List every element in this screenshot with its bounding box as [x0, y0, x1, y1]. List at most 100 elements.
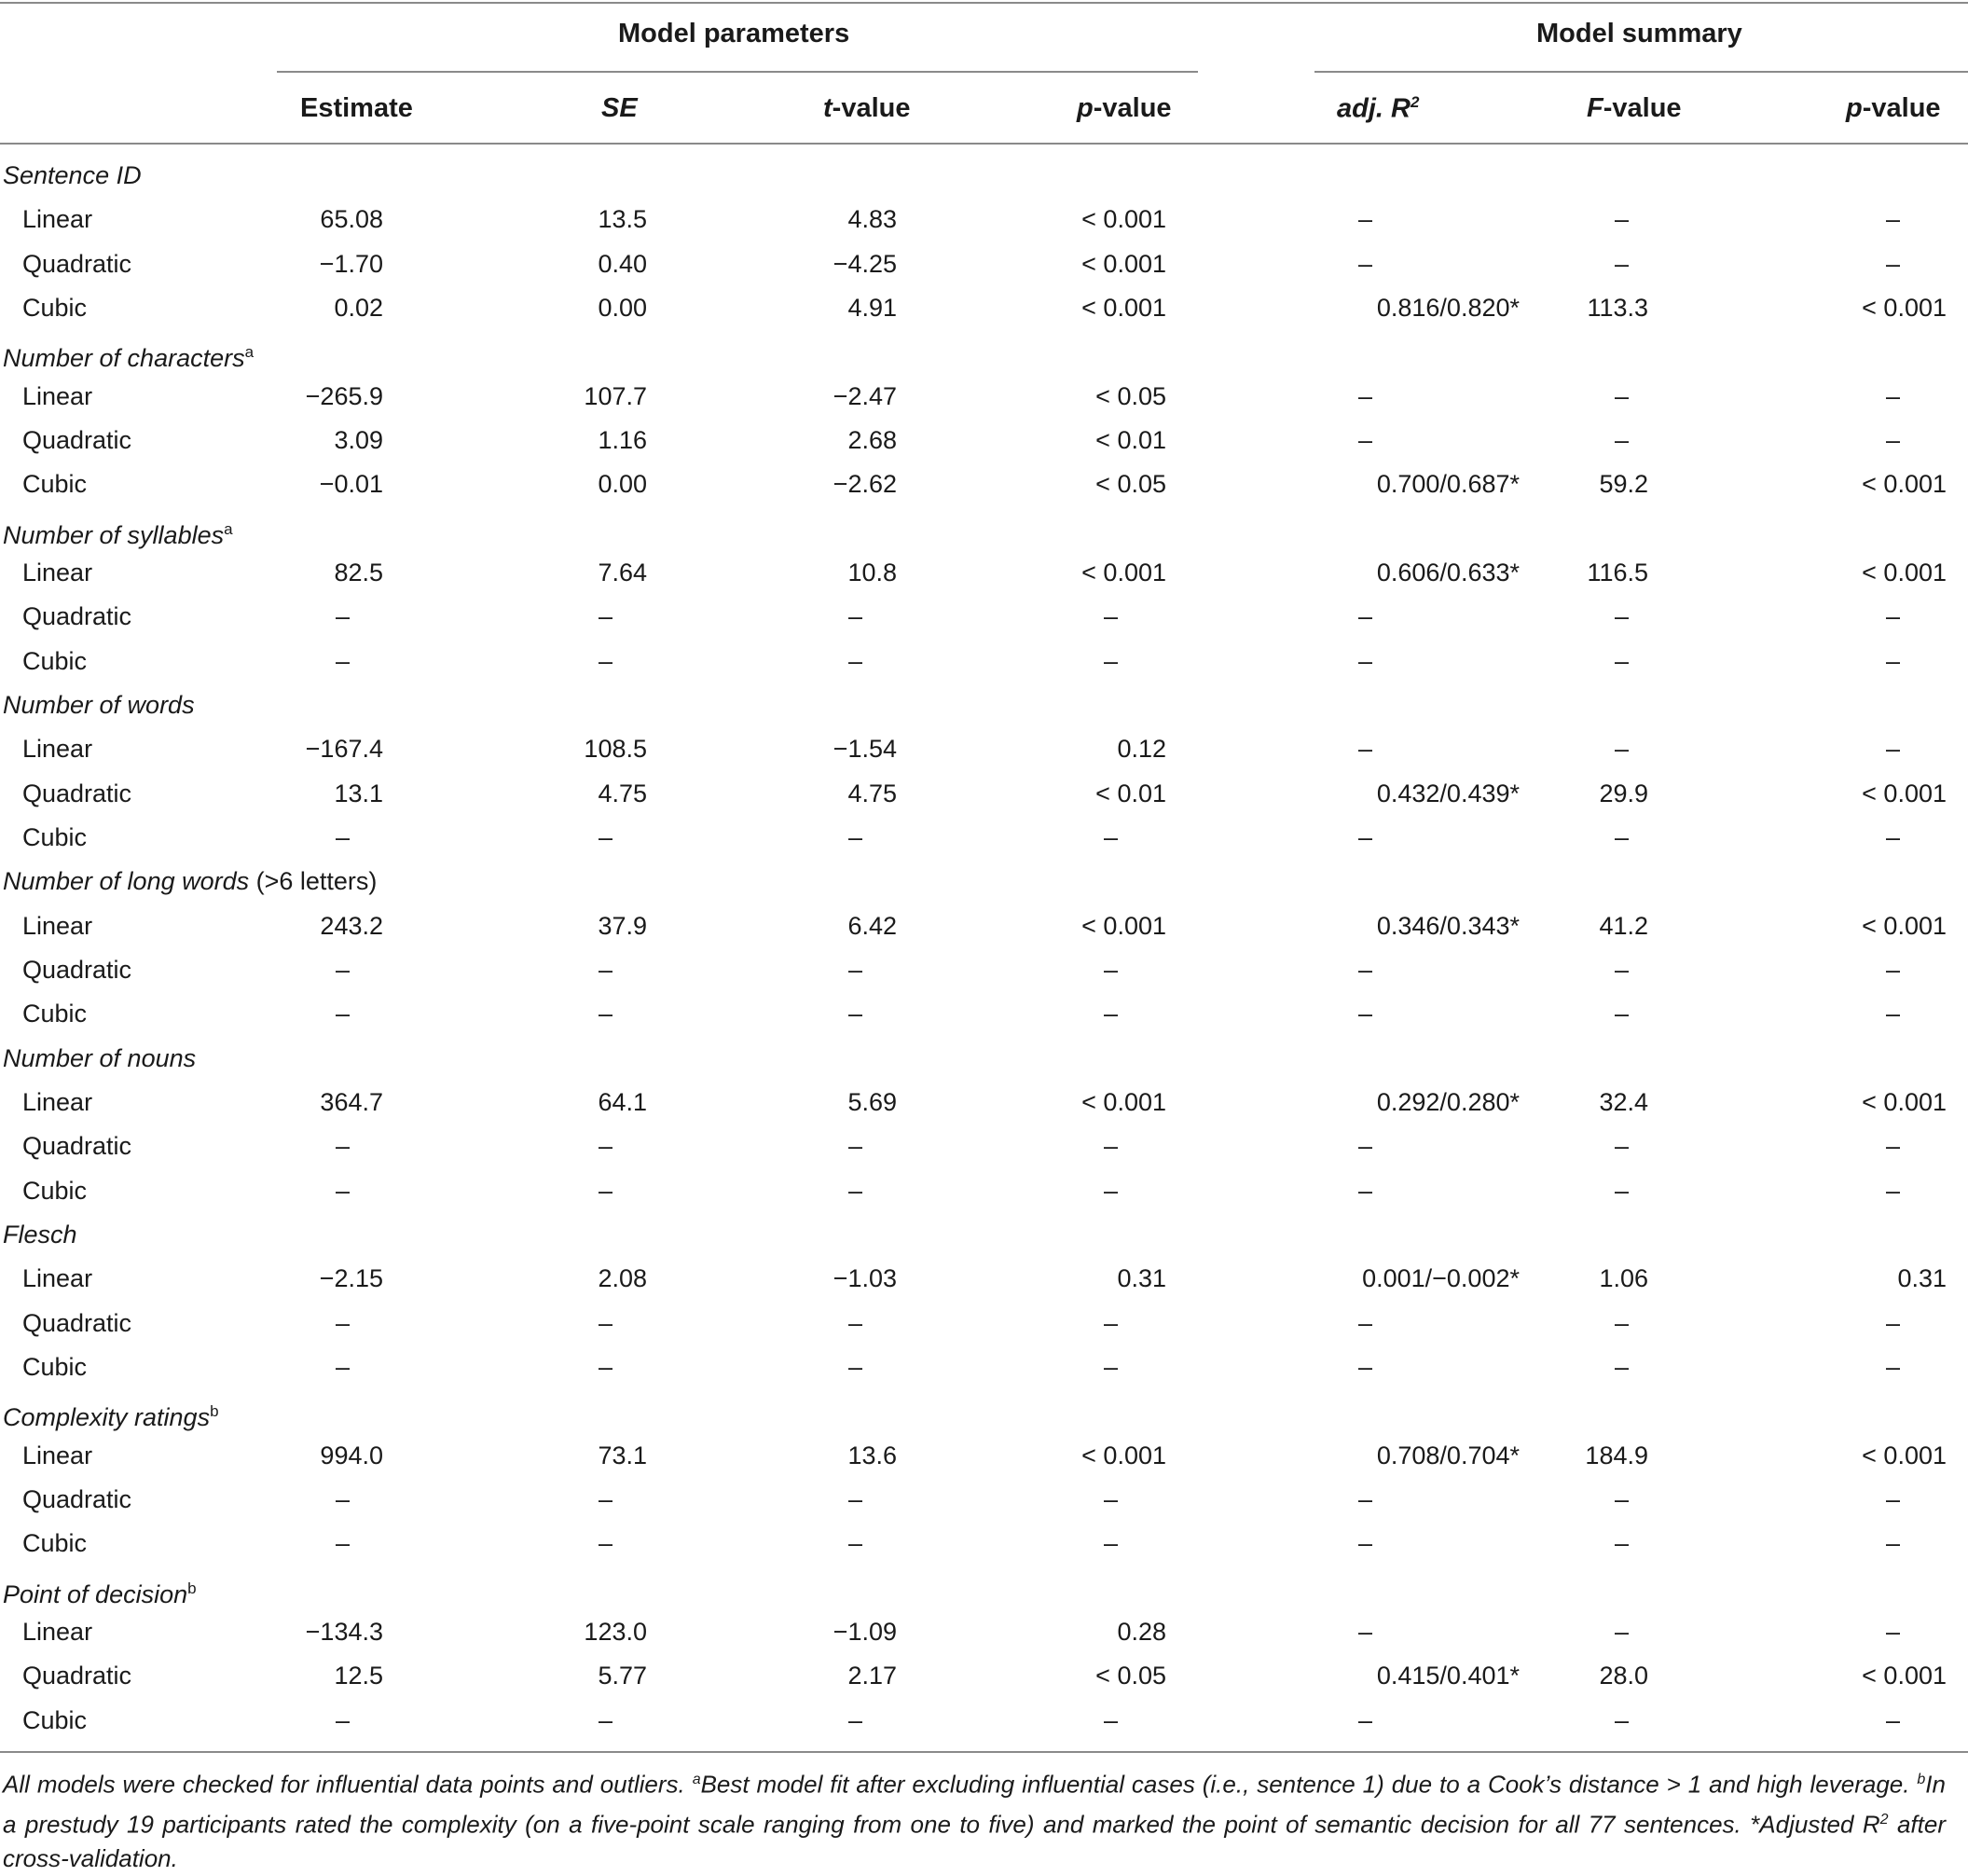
- p2-cell: –: [1886, 955, 1901, 984]
- se-cell: 73.1: [598, 1441, 647, 1469]
- p-cell: < 0.01: [1095, 779, 1166, 807]
- se-cell: –: [599, 1308, 613, 1337]
- f-cell: 59.2: [1599, 470, 1648, 499]
- t-cell: –: [848, 1176, 863, 1205]
- r2-cell: 0.346/0.343*: [1376, 911, 1520, 940]
- t-cell: 2.68: [847, 425, 897, 454]
- r2-cell: –: [1358, 1705, 1373, 1734]
- section-label: Number of long words (>6 letters): [3, 860, 377, 904]
- t-cell: 2.17: [847, 1662, 897, 1690]
- se-cell: –: [599, 602, 613, 631]
- se-cell: 13.5: [598, 205, 647, 234]
- p2-cell: < 0.001: [1862, 779, 1947, 807]
- table-row: Cubic – – – – – – –: [0, 640, 1968, 683]
- f-cell: –: [1615, 822, 1630, 851]
- p-cell: –: [1104, 1308, 1119, 1337]
- table-row: Quadratic – – – – – – –: [0, 948, 1968, 992]
- section-header-row: Complexity ratingsb: [0, 1389, 1968, 1433]
- r2-cell: 0.432/0.439*: [1376, 779, 1520, 807]
- estimate-cell: –: [336, 1000, 351, 1028]
- r2-cell: –: [1358, 735, 1373, 764]
- model-parameters-rule: [277, 71, 1198, 73]
- group-header-model-parameters: Model parameters: [618, 19, 850, 48]
- p-cell: < 0.01: [1095, 425, 1166, 454]
- f-cell: –: [1615, 735, 1630, 764]
- se-cell: 1.16: [598, 425, 647, 454]
- p2-cell: –: [1886, 602, 1901, 631]
- r2-cell: 0.292/0.280*: [1376, 1087, 1520, 1116]
- se-cell: 2.08: [598, 1264, 647, 1293]
- term-cell: Linear: [22, 205, 93, 234]
- se-cell: 0.00: [598, 470, 647, 499]
- r2-cell: –: [1358, 955, 1373, 984]
- term-cell: Linear: [22, 558, 93, 586]
- table-row: Cubic −0.01 0.00 −2.62 < 0.05 0.700/0.687* 59.…: [0, 462, 1968, 506]
- p2-cell: 0.31: [1897, 1264, 1947, 1293]
- column-header-se: SE: [601, 93, 638, 123]
- section-label-footnote-marker: a: [244, 343, 255, 362]
- table-row: Linear 65.08 13.5 4.83 < 0.001 – – –: [0, 198, 1968, 241]
- section-header-row: Number of words: [0, 683, 1968, 727]
- p2-cell: < 0.001: [1862, 470, 1947, 499]
- estimate-cell: –: [336, 822, 351, 851]
- section-label: Number of charactersa: [3, 330, 254, 380]
- table-row: Quadratic – – – – – – –: [0, 1124, 1968, 1168]
- se-cell: 37.9: [598, 911, 647, 940]
- column-header-estimate: Estimate: [300, 93, 413, 123]
- section-label-text: Sentence ID: [3, 161, 142, 189]
- estimate-cell: 12.5: [334, 1662, 383, 1690]
- estimate-cell: –: [336, 1705, 351, 1734]
- p2-cell: –: [1886, 1617, 1901, 1646]
- t-cell: −4.25: [833, 249, 897, 278]
- p2-cell: < 0.001: [1862, 1441, 1947, 1469]
- r2-cell: –: [1358, 205, 1373, 234]
- p-cell: < 0.05: [1095, 470, 1166, 499]
- table-row: Cubic – – – – – – –: [0, 1169, 1968, 1213]
- p2-cell: –: [1886, 1000, 1901, 1028]
- p-cell: < 0.001: [1081, 1087, 1166, 1116]
- table-row: Linear −134.3 123.0 −1.09 0.28 – – –: [0, 1610, 1968, 1654]
- p-cell: –: [1104, 1352, 1119, 1381]
- p2-cell: < 0.001: [1862, 911, 1947, 940]
- p2-cell: –: [1886, 425, 1901, 454]
- term-cell: Quadratic: [22, 1132, 132, 1161]
- table-row: Cubic – – – – – – –: [0, 1522, 1968, 1566]
- term-cell: Cubic: [22, 1705, 88, 1734]
- column-header-p-value-summary: p-value: [1846, 93, 1941, 123]
- p2-cell: –: [1886, 1529, 1901, 1558]
- estimate-cell: 364.7: [320, 1087, 383, 1116]
- p-cell: 0.12: [1117, 735, 1166, 764]
- p-cell: –: [1104, 822, 1119, 851]
- f-cell: –: [1615, 602, 1630, 631]
- estimate-cell: –: [336, 1484, 351, 1513]
- term-cell: Cubic: [22, 1352, 88, 1381]
- estimate-cell: –: [336, 1352, 351, 1381]
- f-cell: –: [1615, 1000, 1630, 1028]
- section-label-text: Number of syllables: [3, 520, 225, 549]
- section-header-row: Point of decisionb: [0, 1566, 1968, 1610]
- se-cell: –: [599, 1132, 613, 1161]
- t-cell: –: [848, 1352, 863, 1381]
- estimate-cell: –: [336, 1176, 351, 1205]
- column-header-adj-r2: adj. R2: [1337, 93, 1420, 124]
- estimate-cell: 82.5: [334, 558, 383, 586]
- column-header-f-value: F-value: [1587, 93, 1682, 123]
- estimate-cell: 994.0: [320, 1441, 383, 1469]
- t-cell: 10.8: [847, 558, 897, 586]
- se-cell: 107.7: [584, 381, 647, 410]
- section-label-text: Number of long words: [3, 867, 250, 896]
- se-cell: 64.1: [598, 1087, 647, 1116]
- p-cell: –: [1104, 1529, 1119, 1558]
- se-cell: 123.0: [584, 1617, 647, 1646]
- r2-cell: –: [1358, 1132, 1373, 1161]
- p2-cell: < 0.001: [1862, 1087, 1947, 1116]
- table-row: Quadratic – – – – – – –: [0, 1302, 1968, 1345]
- section-header-row: Number of nouns: [0, 1037, 1968, 1081]
- se-cell: 4.75: [598, 779, 647, 807]
- term-cell: Cubic: [22, 822, 88, 851]
- t-cell: –: [848, 1484, 863, 1513]
- estimate-cell: –: [336, 955, 351, 984]
- se-cell: –: [599, 1352, 613, 1381]
- se-cell: –: [599, 1529, 613, 1558]
- r2-cell: –: [1358, 602, 1373, 631]
